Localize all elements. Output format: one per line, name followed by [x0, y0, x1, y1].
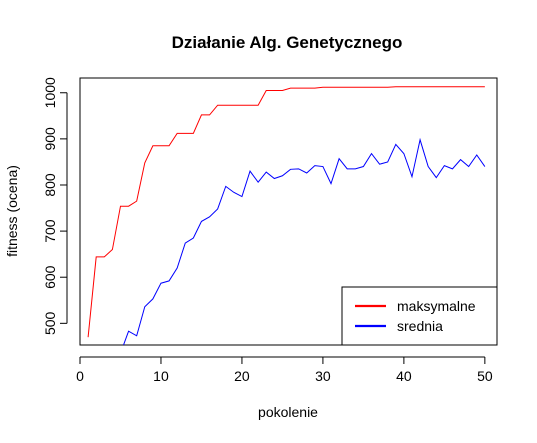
y-tick-label: 600 [42, 265, 58, 289]
x-tick-label: 0 [76, 368, 84, 384]
y-tick-label: 1000 [42, 77, 58, 108]
x-tick-label: 10 [153, 368, 169, 384]
x-tick-label: 20 [234, 368, 250, 384]
legend-box [341, 286, 498, 346]
y-axis-label: fitness (ocena) [4, 165, 20, 257]
series-line-maksymalne [87, 86, 485, 338]
y-tick-label: 800 [42, 173, 58, 197]
x-axis-label: pokolenie [258, 404, 318, 420]
legend-label-maksymalne: maksymalne [397, 298, 476, 314]
y-tick-label: 500 [42, 311, 58, 335]
x-tick-label: 50 [477, 368, 493, 384]
y-tick-label: 700 [42, 219, 58, 243]
x-tick-label: 40 [396, 368, 412, 384]
legend-label-srednia: srednia [397, 318, 443, 334]
x-tick-label: 30 [315, 368, 331, 384]
chart-title: Działanie Alg. Genetycznego [172, 33, 403, 52]
plot-frame [79, 77, 498, 346]
series-line-srednia [122, 137, 486, 345]
series-lines [87, 86, 486, 345]
legend: maksymalne srednia [341, 286, 498, 346]
x-axis: 0 10 20 30 40 50 [76, 356, 493, 384]
y-axis: 500 600 700 800 900 1000 [42, 77, 68, 335]
y-tick-label: 900 [42, 127, 58, 151]
